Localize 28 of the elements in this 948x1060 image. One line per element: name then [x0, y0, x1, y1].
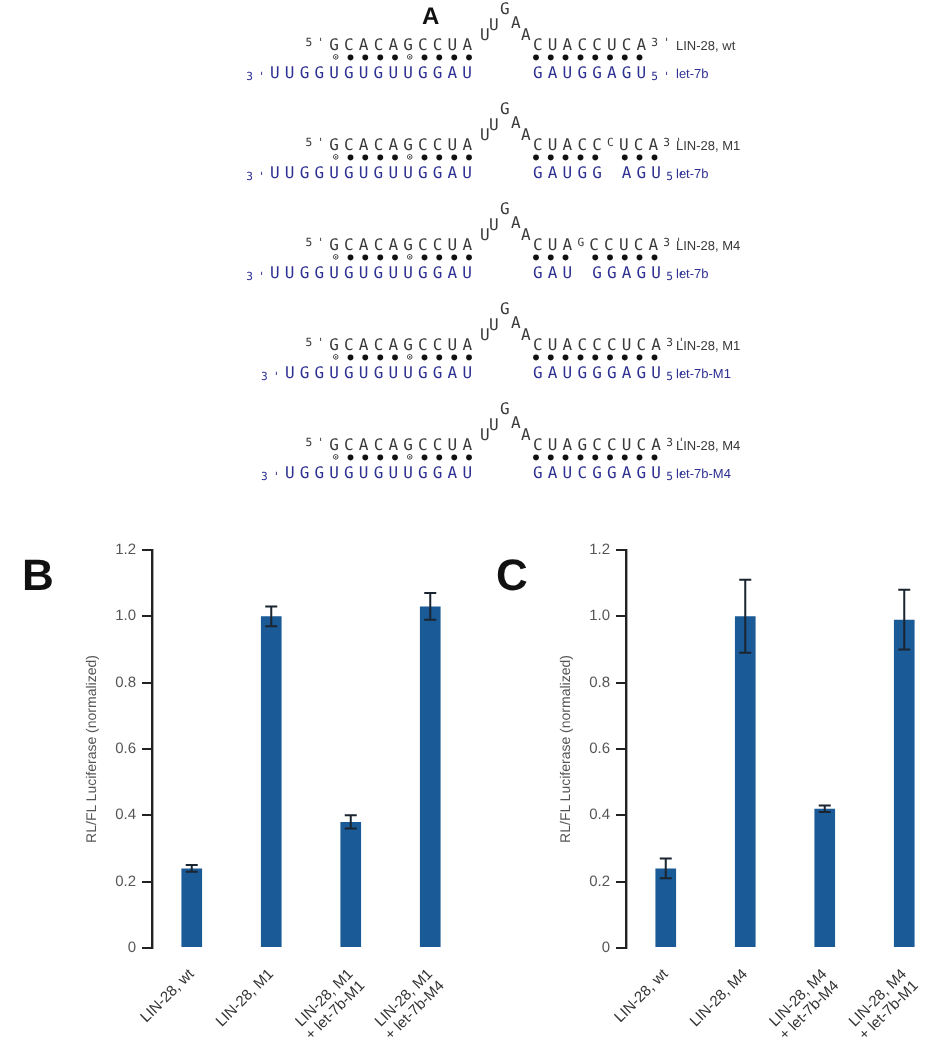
text: $^{5'}$GCACAGCCUA [305, 136, 478, 154]
text: A [422, 2, 440, 30]
bar [655, 868, 677, 947]
text: $_{3'}$UGGUGUGUUGGAU [261, 464, 478, 485]
chart-title: B [22, 550, 54, 600]
bar [814, 808, 836, 947]
text: $_{3'}$UGGUGUGUUGGAU [261, 364, 478, 385]
bar [893, 619, 915, 947]
text: UUGAA [480, 200, 531, 244]
bar [734, 616, 756, 947]
text: $^{5'}$GCACAGCCUA [305, 336, 478, 354]
bar [181, 868, 203, 947]
text: $_{3'}$UUGGUGUGUUGGAU [246, 264, 478, 285]
text: UUGAA [480, 400, 531, 444]
text: $_{3'}$UUGGUGUGUUGGAU [246, 64, 478, 85]
text: $_{3'}$UUGGUGUGUUGGAU [246, 164, 478, 185]
text: UUGAA [480, 0, 531, 44]
bar [260, 616, 282, 947]
text: UUGAA [480, 300, 531, 344]
bar [340, 821, 362, 947]
text: GAUGGAGU$_{5'}$ [533, 64, 676, 85]
text: $^{5'}$GCACAGCCUA [305, 436, 478, 454]
text: CUACCUCA$^{3'}$ [533, 36, 676, 54]
bar [419, 606, 441, 947]
text: $^{5'}$GCACAGCCUA [305, 236, 478, 254]
text: UUGAA [480, 100, 531, 144]
chart-title: C [496, 550, 528, 600]
text: $^{5'}$GCACAGCCUA [305, 36, 478, 54]
